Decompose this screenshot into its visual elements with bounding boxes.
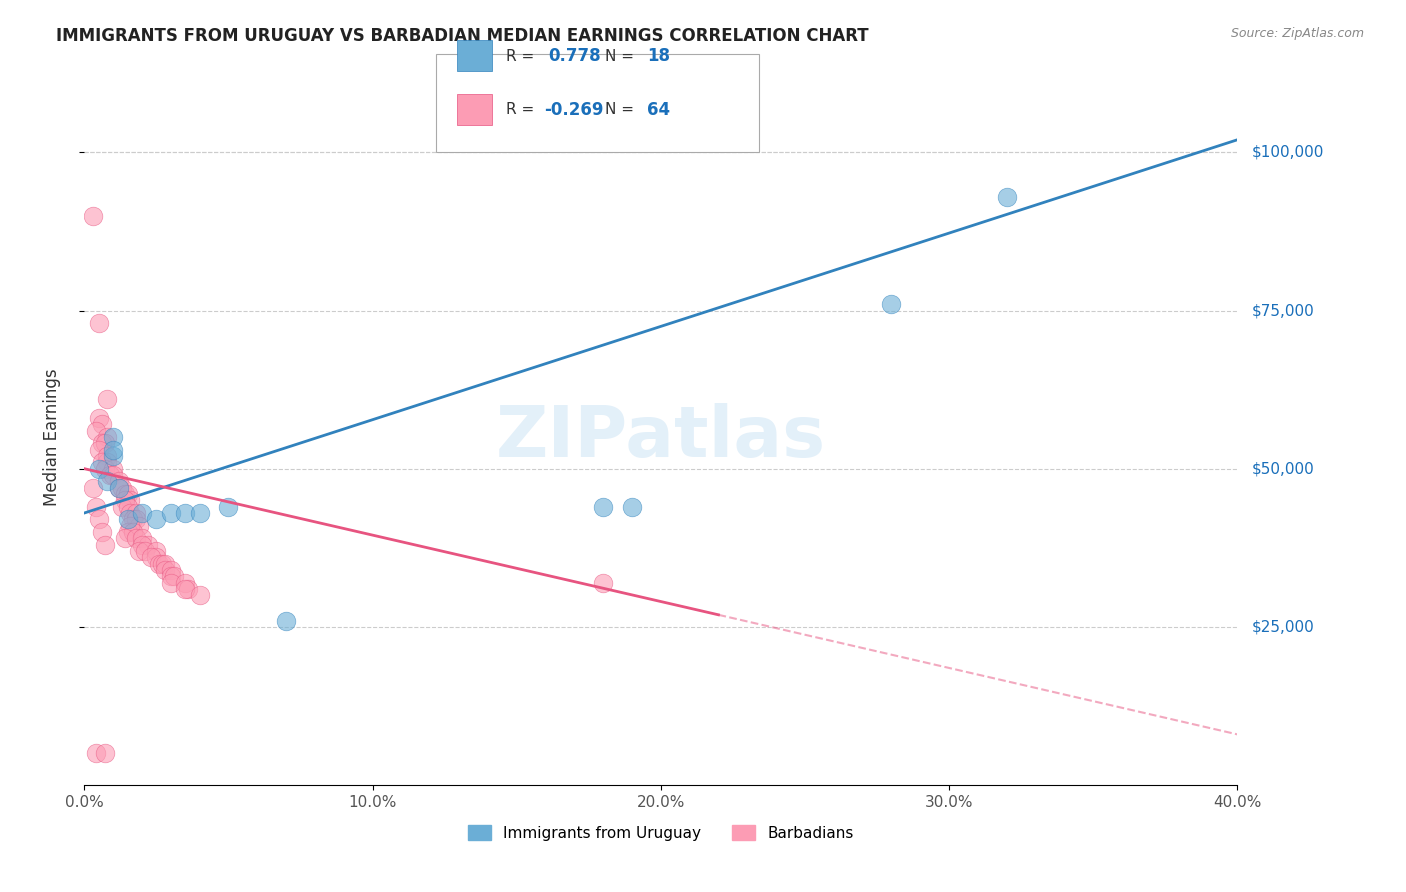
Point [87, 461, 110, 475]
Legend: Immigrants from Uruguay, Barbadians: Immigrants from Uruguay, Barbadians [463, 819, 859, 847]
Point [82, 209, 104, 223]
Text: $75,000: $75,000 [1251, 303, 1315, 318]
Point [114, 487, 136, 501]
Point [108, 481, 131, 495]
Point [84, 424, 107, 438]
Point [131, 506, 153, 520]
Point [120, 506, 142, 520]
Point [122, 524, 145, 539]
Point [153, 563, 176, 577]
Point [188, 506, 211, 520]
Text: $25,000: $25,000 [1251, 619, 1315, 634]
Point [103, 468, 124, 483]
Point [188, 588, 211, 602]
Text: R =: R = [506, 103, 540, 117]
Point [87, 411, 110, 425]
Point [128, 544, 150, 558]
Point [276, 614, 298, 628]
Point [177, 582, 200, 596]
Point [82, 481, 104, 495]
Point [117, 500, 139, 514]
Point [96, 392, 118, 406]
Text: R =: R = [506, 49, 540, 63]
Point [131, 531, 153, 545]
Point [90, 417, 112, 432]
Point [122, 512, 145, 526]
Point [93, 436, 115, 450]
Point [87, 442, 110, 457]
Point [96, 430, 118, 444]
Point [145, 544, 167, 558]
Point [114, 493, 136, 508]
Text: ZIPatlas: ZIPatlas [496, 402, 825, 472]
Point [160, 563, 183, 577]
Point [125, 531, 148, 545]
Point [174, 582, 197, 596]
Point [93, 747, 115, 761]
Point [150, 557, 173, 571]
Point [995, 190, 1018, 204]
Point [174, 575, 197, 590]
Point [621, 500, 644, 514]
Point [120, 493, 142, 508]
Point [93, 461, 115, 475]
Point [117, 512, 139, 526]
Point [90, 524, 112, 539]
Y-axis label: Median Earnings: Median Earnings [42, 368, 60, 506]
Point [160, 575, 183, 590]
Point [592, 500, 614, 514]
Point [103, 430, 124, 444]
Point [136, 538, 159, 552]
Point [592, 575, 614, 590]
Point [125, 506, 148, 520]
Point [87, 316, 110, 330]
Point [148, 557, 170, 571]
Point [90, 455, 112, 469]
Point [103, 442, 124, 457]
Text: 18: 18 [647, 47, 669, 65]
Point [160, 506, 183, 520]
Point [103, 461, 124, 475]
Point [174, 506, 197, 520]
Point [93, 538, 115, 552]
Text: $100,000: $100,000 [1251, 145, 1324, 160]
Point [139, 550, 162, 565]
Point [117, 524, 139, 539]
Point [880, 297, 903, 311]
Text: -0.269: -0.269 [544, 101, 603, 119]
Point [153, 557, 176, 571]
Point [125, 512, 148, 526]
Point [103, 449, 124, 463]
Text: $50,000: $50,000 [1251, 461, 1315, 476]
Point [117, 487, 139, 501]
Point [218, 500, 240, 514]
Text: 0.778: 0.778 [548, 47, 600, 65]
Text: N =: N = [605, 103, 638, 117]
Point [131, 538, 153, 552]
Point [87, 512, 110, 526]
Point [84, 500, 107, 514]
Point [160, 569, 183, 583]
Point [163, 569, 186, 583]
Point [111, 481, 134, 495]
Point [145, 550, 167, 565]
Point [128, 518, 150, 533]
Point [134, 544, 156, 558]
Point [84, 747, 107, 761]
Point [108, 481, 131, 495]
Point [111, 500, 134, 514]
Point [108, 475, 131, 489]
Text: Source: ZipAtlas.com: Source: ZipAtlas.com [1230, 27, 1364, 40]
Point [96, 455, 118, 469]
Point [90, 436, 112, 450]
Point [120, 518, 142, 533]
Point [98, 468, 121, 483]
Text: 64: 64 [647, 101, 669, 119]
Text: IMMIGRANTS FROM URUGUAY VS BARBADIAN MEDIAN EARNINGS CORRELATION CHART: IMMIGRANTS FROM URUGUAY VS BARBADIAN MED… [56, 27, 869, 45]
Point [145, 512, 167, 526]
Point [96, 475, 118, 489]
Text: N =: N = [605, 49, 638, 63]
Point [114, 531, 136, 545]
Point [96, 449, 118, 463]
